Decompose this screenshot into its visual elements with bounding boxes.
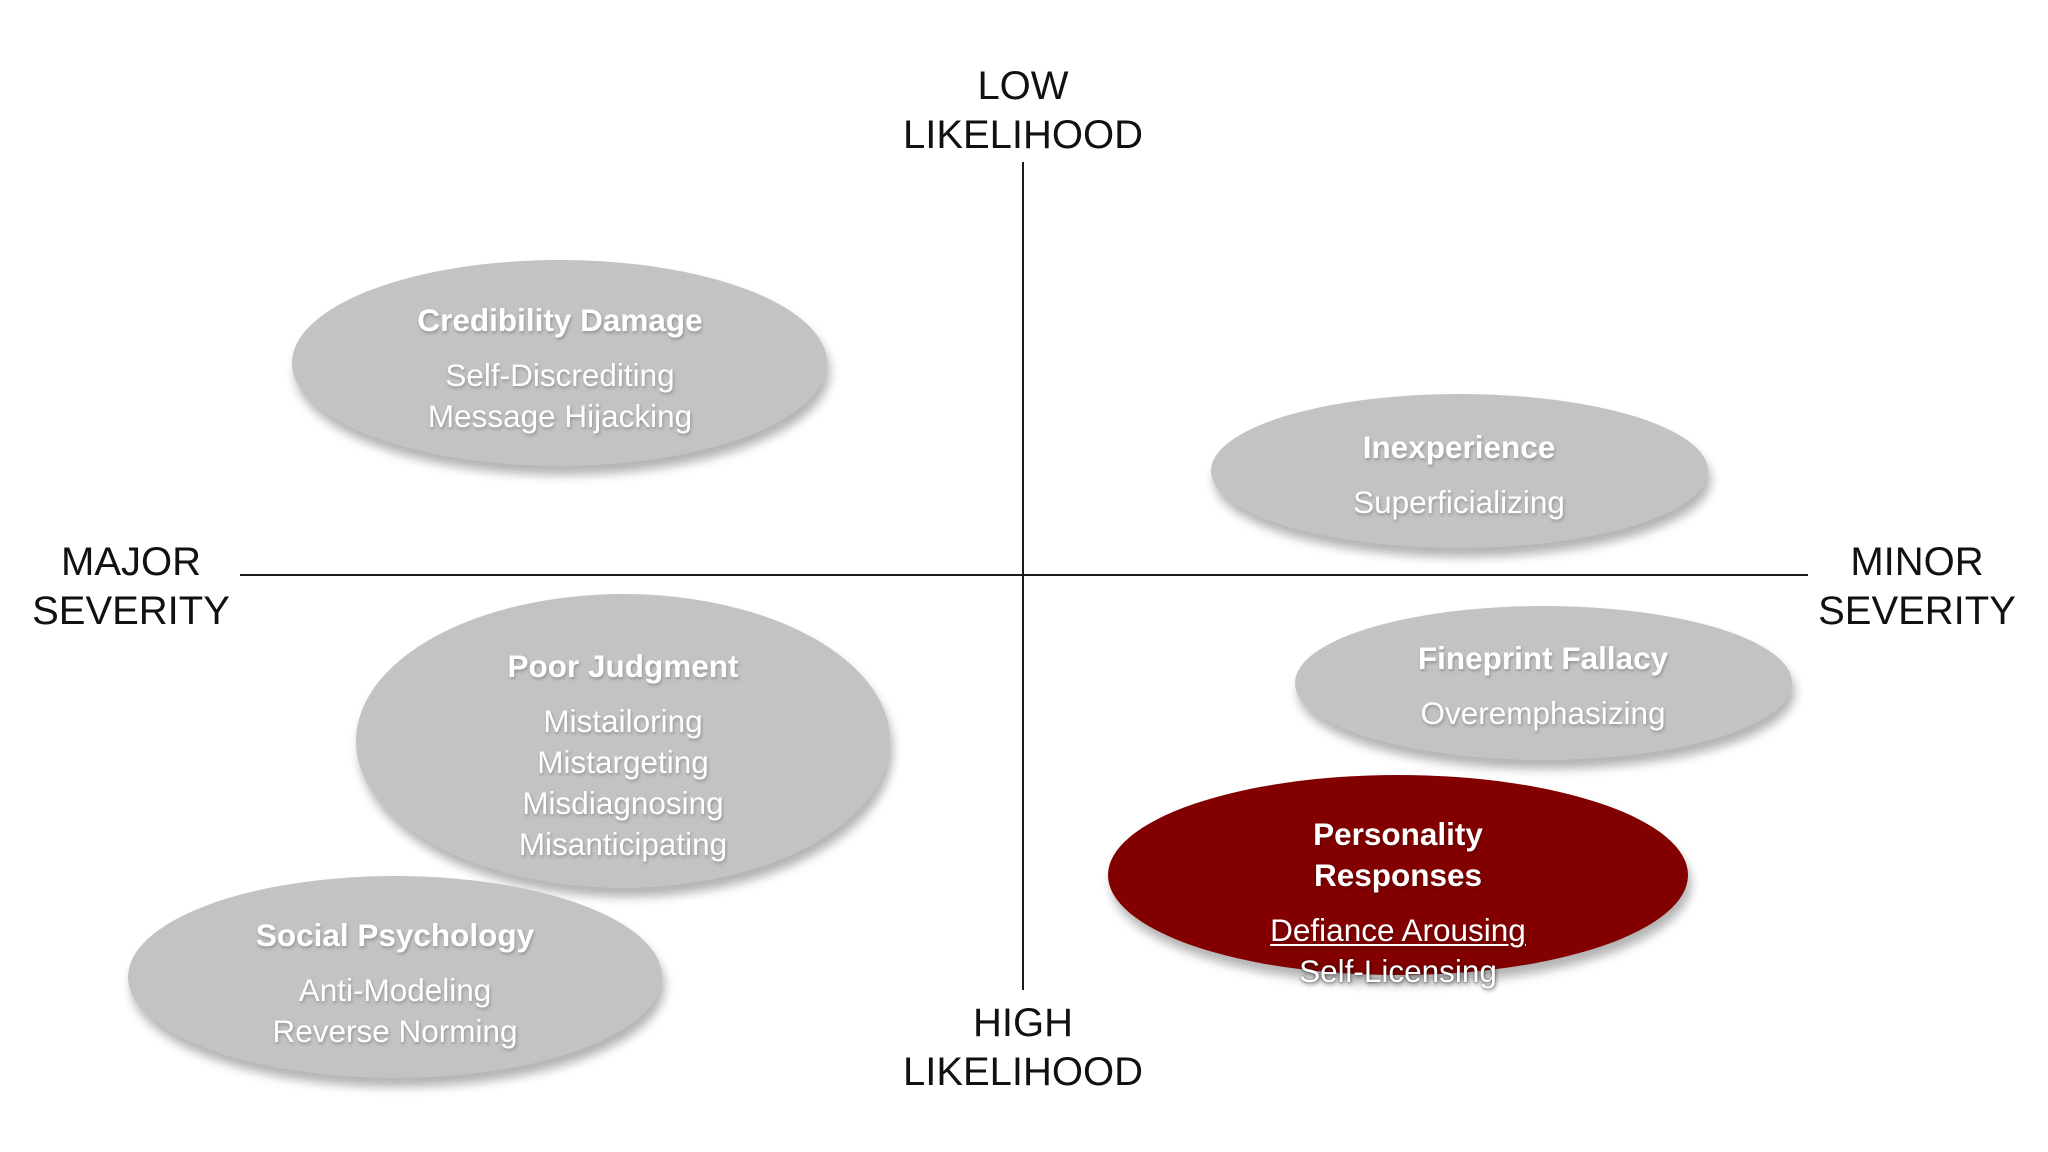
axis-label-major-severity: MAJOR SEVERITY (32, 540, 230, 633)
ellipse-personality-responses (1108, 775, 1688, 975)
group-item: Mistargeting (537, 744, 709, 780)
group-poor-judgment: Poor Judgment Mistailoring Mistargeting … (273, 646, 973, 865)
group-title: Poor Judgment (507, 648, 739, 684)
group-title: Fineprint Fallacy (1417, 640, 1669, 676)
group-item: Overemphasizing (1420, 695, 1666, 731)
axis-label-low-likelihood: LOW LIKELIHOOD (902, 64, 1144, 157)
group-title: Inexperience (1362, 429, 1556, 465)
group-item: Self-Discrediting (445, 357, 675, 393)
group-fineprint-fallacy: Fineprint Fallacy Overemphasizing (1193, 638, 1893, 734)
ellipse-inexperience (1211, 394, 1708, 548)
group-social-psychology: Social Psychology Anti-Modeling Reverse … (45, 915, 745, 1052)
group-inexperience: Inexperience Superficializing (1109, 427, 1809, 523)
group-title: Credibility Damage (417, 302, 703, 338)
group-title-line: Responses (1313, 857, 1483, 893)
ellipse-social-psychology (128, 876, 662, 1078)
ellipse-credibility-damage (292, 260, 827, 466)
group-title-line: Personality (1313, 816, 1483, 852)
group-item: Message Hijacking (427, 398, 693, 434)
group-item: Self-Licensing (1299, 953, 1497, 989)
group-item: Misdiagnosing (522, 785, 724, 821)
axis-label-high-likelihood: HIGH LIKELIHOOD (902, 1001, 1144, 1094)
vertical-axis-line (1022, 162, 1024, 990)
group-item: Reverse Norming (272, 1013, 518, 1049)
group-item: Mistailoring (543, 703, 703, 739)
group-item: Anti-Modeling (298, 972, 492, 1008)
group-item: Superficializing (1353, 484, 1565, 520)
group-credibility-damage: Credibility Damage Self-Discrediting Mes… (210, 300, 910, 437)
group-item: Misanticipating (518, 826, 728, 862)
group-personality-responses: Personality Responses Defiance Arousing … (1048, 814, 1748, 992)
group-item: Defiance Arousing (1270, 912, 1526, 948)
ellipse-poor-judgment (356, 594, 890, 888)
axis-label-minor-severity: MINOR SEVERITY (1818, 540, 2016, 633)
group-title: Social Psychology (255, 917, 535, 953)
horizontal-axis-line (240, 574, 1808, 576)
ellipse-fineprint-fallacy (1295, 606, 1792, 760)
